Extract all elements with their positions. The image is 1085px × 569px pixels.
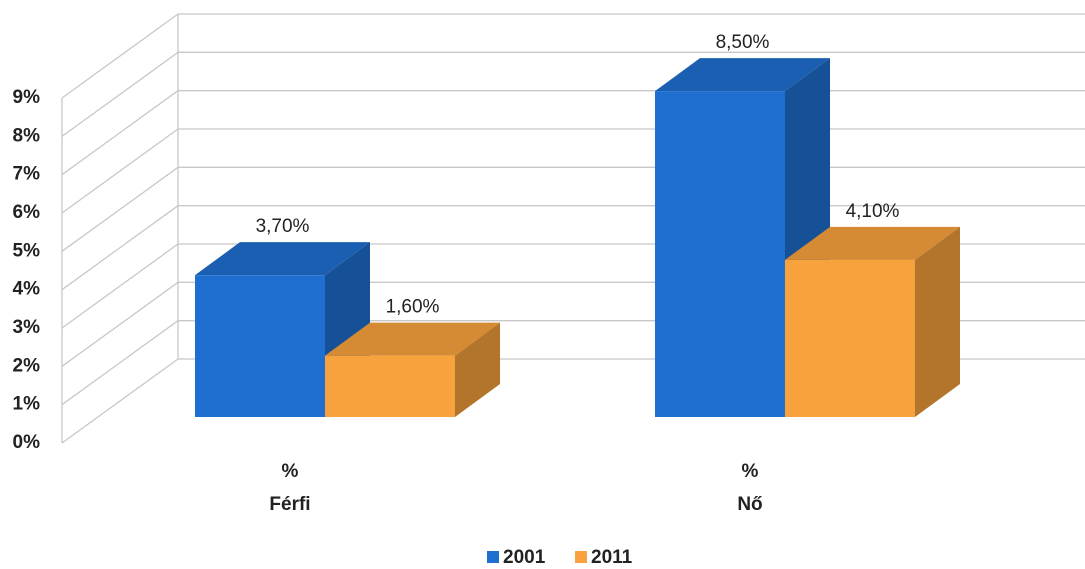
bar-top <box>195 242 370 276</box>
y-tick-label: 9% <box>13 87 41 108</box>
bar <box>785 259 915 417</box>
grid-line <box>61 51 179 137</box>
bar-side <box>455 322 500 417</box>
x-tick-label: % <box>742 461 759 482</box>
bar-top <box>655 58 830 92</box>
grid-line <box>61 358 179 444</box>
y-tick-label: 7% <box>13 164 41 185</box>
y-tick-label: 8% <box>13 125 41 146</box>
bar <box>325 355 455 417</box>
legend-label: 2001 <box>503 547 546 568</box>
grid-line <box>61 205 179 291</box>
bar-top <box>785 226 960 260</box>
bar <box>655 91 785 418</box>
data-label: 4,10% <box>846 201 900 222</box>
grid-line <box>61 90 179 176</box>
data-label: 8,50% <box>716 32 770 53</box>
grid-line <box>61 13 179 99</box>
data-label: 1,60% <box>386 297 440 318</box>
legend-swatch <box>575 551 587 563</box>
x-tick-label: Férfi <box>269 494 310 515</box>
grid-line <box>61 166 179 252</box>
y-tick-label: 0% <box>13 432 41 453</box>
x-tick-label: Nő <box>737 494 762 515</box>
grid-line <box>61 243 179 329</box>
legend-swatch <box>487 551 499 563</box>
legend-label: 2011 <box>591 547 633 568</box>
bar <box>195 275 325 417</box>
bar-top <box>325 322 500 356</box>
grid-line <box>61 281 179 367</box>
bar-side <box>915 226 960 417</box>
y-tick-label: 6% <box>13 202 41 223</box>
x-tick-label: % <box>282 461 299 482</box>
y-tick-label: 3% <box>13 317 41 338</box>
y-tick-label: 1% <box>13 394 41 415</box>
y-tick-label: 4% <box>13 279 41 300</box>
y-tick-label: 2% <box>13 355 41 376</box>
data-label: 3,70% <box>256 216 310 237</box>
grid-line <box>61 128 179 214</box>
y-tick-label: 5% <box>13 240 41 261</box>
grid-line <box>61 320 179 406</box>
